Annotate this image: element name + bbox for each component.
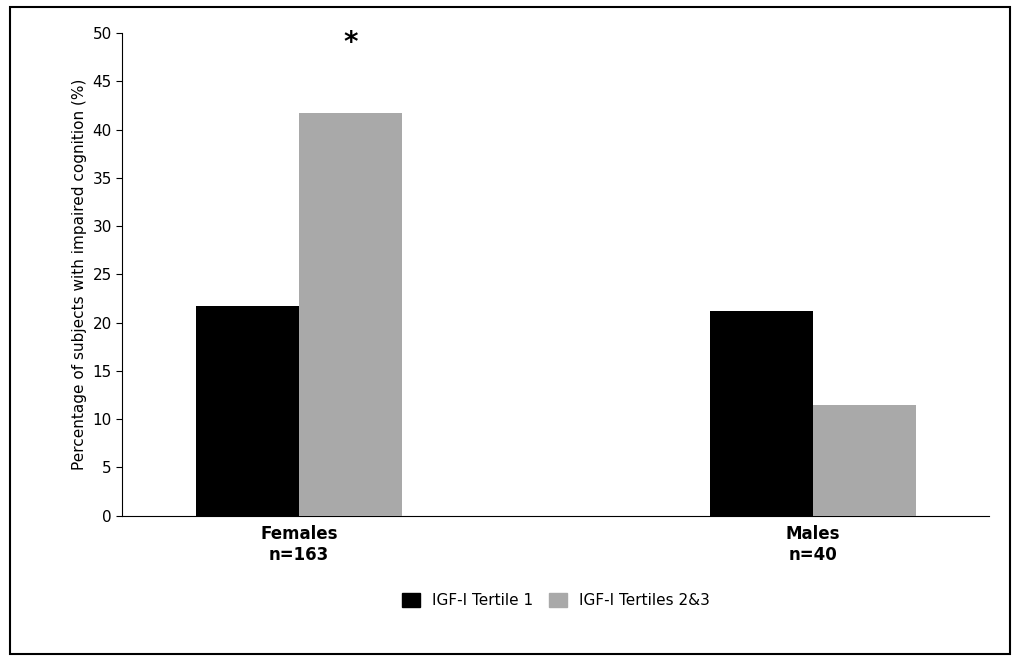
Bar bbox=[299, 113, 401, 516]
Bar bbox=[196, 306, 299, 516]
Legend: IGF-I Tertile 1, IGF-I Tertiles 2&3: IGF-I Tertile 1, IGF-I Tertiles 2&3 bbox=[395, 587, 715, 614]
Bar bbox=[812, 405, 915, 516]
Y-axis label: Percentage of subjects with impaired cognition (%): Percentage of subjects with impaired cog… bbox=[72, 79, 87, 470]
Text: *: * bbox=[342, 29, 358, 58]
Bar bbox=[709, 311, 812, 516]
